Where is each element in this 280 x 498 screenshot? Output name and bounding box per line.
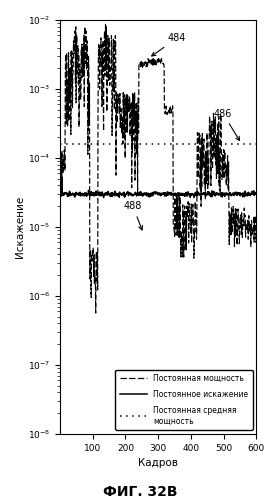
Text: 486: 486 bbox=[214, 109, 240, 140]
Legend: Постоянная мощность, Постоянное искажение, Постоянная средняя
мощность: Постоянная мощность, Постоянное искажени… bbox=[115, 370, 253, 430]
Text: 484: 484 bbox=[152, 33, 186, 56]
Y-axis label: Искажение: Искажение bbox=[15, 196, 25, 258]
X-axis label: Кадров: Кадров bbox=[138, 458, 178, 468]
Text: ФИГ. 32В: ФИГ. 32В bbox=[103, 485, 177, 498]
Text: 488: 488 bbox=[124, 201, 143, 230]
